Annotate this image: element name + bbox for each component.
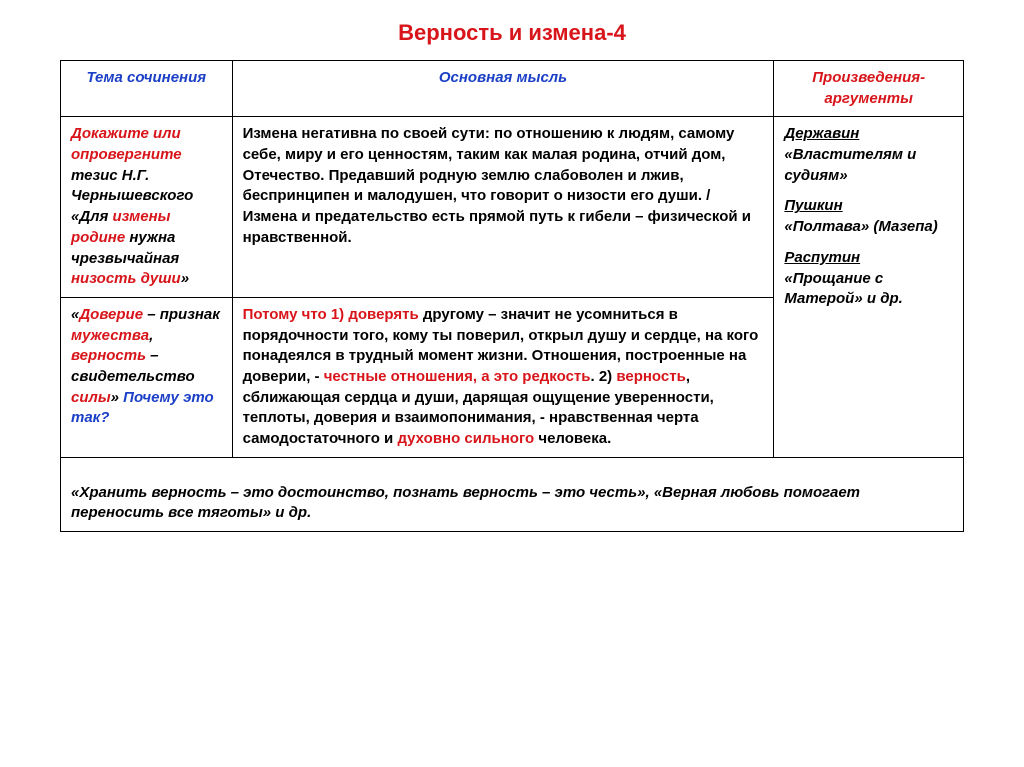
idea-cell-1: Измена негативна по своей сути: по отнош… xyxy=(232,117,774,298)
table-row: Докажите или опровергните тезис Н.Г. Чер… xyxy=(61,117,964,298)
k: верность xyxy=(616,368,685,385)
t: » xyxy=(181,270,189,287)
t: – признак xyxy=(143,306,220,323)
k: силы xyxy=(71,389,111,406)
k: доверять xyxy=(348,306,418,323)
t: , xyxy=(149,327,153,344)
k: духовно сильного xyxy=(397,430,534,447)
essay-table: Тема сочинения Основная мысль Произведен… xyxy=(60,60,964,532)
header-topic: Тема сочинения xyxy=(61,61,233,117)
work-title: «Прощание с Матерой» и др. xyxy=(784,270,902,308)
topic1-hl2: низость души xyxy=(71,270,181,287)
t: . 2) xyxy=(591,368,617,385)
work-title: «Полтава» (Мазепа) xyxy=(784,218,937,235)
closing-quote: «Хранить верность – это достоинство, поз… xyxy=(71,484,860,522)
work-title: «Властителям и судиям» xyxy=(784,146,916,184)
header-idea: Основная мысль xyxy=(232,61,774,117)
lead: Потому что 1) xyxy=(243,306,349,323)
t: » xyxy=(111,389,124,406)
works-cell: Державин «Властителям и судиям» Пушкин «По… xyxy=(774,117,964,457)
page-title: Верность и измена-4 xyxy=(60,20,964,46)
work-author: Распутин xyxy=(784,249,860,266)
k: честные отношения, а это редкость xyxy=(324,368,591,385)
idea-cell-2: Потому что 1) доверять другому – значит … xyxy=(232,297,774,457)
t: человека. xyxy=(534,430,611,447)
k: Доверие xyxy=(79,306,143,323)
topic-cell-2: «Доверие – признак мужества, верность – … xyxy=(61,297,233,457)
topic-cell-1: Докажите или опровергните тезис Н.Г. Чер… xyxy=(61,117,233,298)
quote-cell: «Хранить верность – это достоинство, поз… xyxy=(61,457,964,531)
table-row: «Хранить верность – это достоинство, поз… xyxy=(61,457,964,531)
work-author: Пушкин xyxy=(784,197,842,214)
k: мужества xyxy=(71,327,149,344)
topic1-pre: Докажите или опровергните xyxy=(71,125,182,163)
k: верность xyxy=(71,347,146,364)
work-author: Державин xyxy=(784,125,859,142)
header-works: Произведения-аргументы xyxy=(774,61,964,117)
